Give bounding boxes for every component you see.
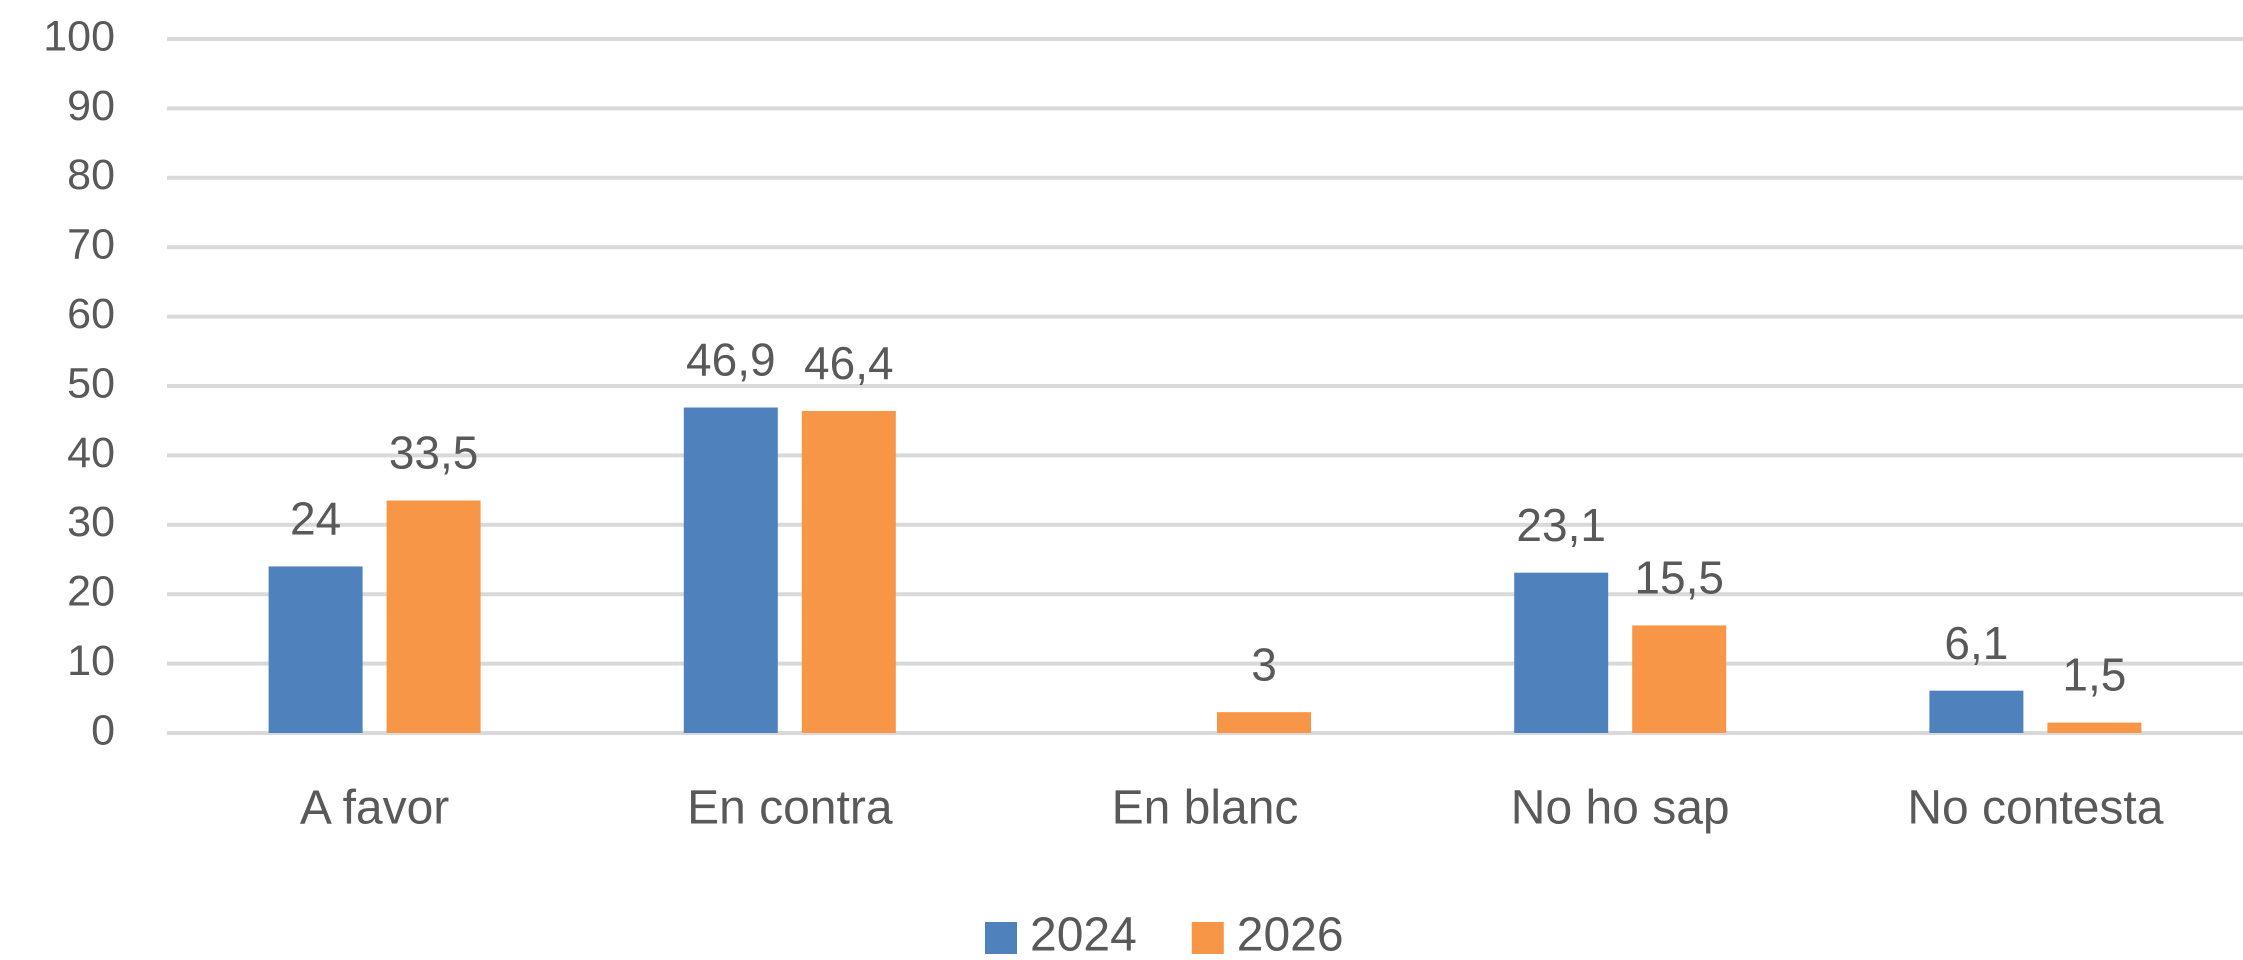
x-tick-label: En blanc [1112, 782, 1299, 835]
data-label: 23,1 [1516, 499, 1606, 551]
x-tick-label: A favor [300, 782, 449, 835]
data-label: 15,5 [1634, 552, 1724, 604]
y-tick-label: 70 [67, 221, 115, 269]
data-label: 24 [290, 493, 341, 545]
x-tick-label: En contra [687, 782, 893, 835]
data-label: 46,9 [686, 334, 776, 386]
bar [683, 407, 778, 733]
y-tick-label: 40 [67, 429, 115, 477]
bar [2047, 722, 2142, 733]
y-tick-label: 100 [43, 12, 115, 60]
bar [1632, 625, 1727, 733]
data-label: 33,5 [389, 427, 479, 479]
legend-swatch [985, 922, 1017, 954]
legend-label: 2026 [1237, 909, 1344, 960]
bar [386, 500, 481, 733]
y-tick-label: 20 [67, 568, 115, 616]
y-tick-label: 60 [67, 290, 115, 338]
bar [268, 566, 363, 733]
data-label: 46,4 [804, 337, 894, 389]
legend-swatch [1191, 922, 1224, 954]
y-tick-label: 50 [67, 359, 115, 407]
y-tick-label: 10 [67, 637, 115, 685]
bar [1217, 712, 1311, 733]
bar [1514, 572, 1609, 733]
x-tick-label: No ho sap [1511, 782, 1730, 835]
y-tick-label: 80 [67, 151, 115, 199]
legend-label: 2024 [1030, 909, 1137, 960]
bar [801, 410, 896, 733]
data-label: 1,5 [2062, 649, 2126, 701]
bar [1929, 690, 2024, 733]
x-tick-label: No contesta [1907, 782, 2163, 835]
data-label: 6,1 [1944, 617, 2008, 669]
y-tick-label: 30 [67, 498, 115, 546]
y-tick-label: 0 [91, 706, 115, 754]
y-tick-label: 90 [67, 82, 115, 130]
data-label: 3 [1251, 638, 1277, 690]
